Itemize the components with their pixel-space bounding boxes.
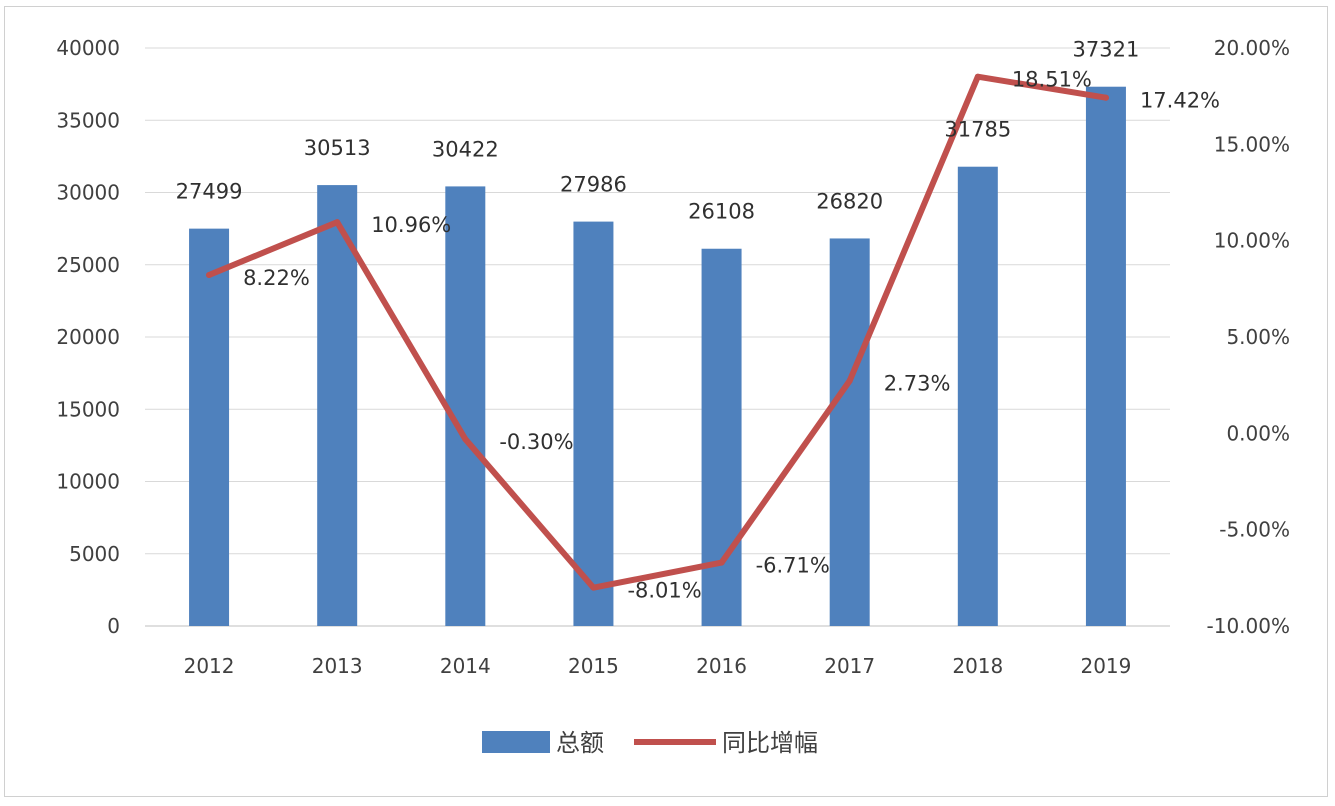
left-y-axis: 0 5000 10000 15000 20000 25000 30000 35000 40000 bbox=[56, 36, 120, 638]
line-value-label: 17.42% bbox=[1140, 89, 1220, 113]
right-tick-label: 15.00% bbox=[1214, 132, 1290, 156]
line-value-label: -0.30% bbox=[499, 430, 573, 454]
bar bbox=[573, 221, 614, 626]
x-tick-label: 2013 bbox=[312, 654, 363, 678]
left-tick-label: 40000 bbox=[56, 36, 120, 60]
bar bbox=[701, 248, 742, 627]
left-tick-label: 30000 bbox=[56, 181, 120, 205]
bar-value-label: 30513 bbox=[304, 136, 371, 160]
line-point bbox=[974, 73, 981, 80]
legend-swatch-bar bbox=[482, 731, 550, 753]
bar-value-label: 26820 bbox=[816, 189, 883, 213]
left-tick-label: 0 bbox=[107, 614, 120, 638]
x-tick-label: 2012 bbox=[184, 654, 235, 678]
line-value-label: 8.22% bbox=[243, 266, 310, 290]
bar-value-label: 26108 bbox=[688, 200, 755, 224]
line-point bbox=[590, 584, 597, 591]
line-point bbox=[334, 219, 341, 226]
x-tick-label: 2019 bbox=[1080, 654, 1131, 678]
right-tick-label: 20.00% bbox=[1214, 36, 1290, 60]
bar-series bbox=[189, 86, 1126, 627]
line-point bbox=[462, 436, 469, 443]
right-y-axis: -10.00% -5.00% 0.00% 5.00% 10.00% 15.00% 20.00… bbox=[1207, 36, 1290, 638]
bar bbox=[189, 228, 230, 626]
bar-data-labels: 27499 30513 30422 27986 26108 26820 31785 37321 bbox=[176, 38, 1140, 224]
bar bbox=[1085, 86, 1126, 626]
bar bbox=[445, 186, 486, 626]
left-tick-label: 35000 bbox=[56, 108, 120, 132]
x-axis: 2012 2013 2014 2015 2016 2017 2018 2019 bbox=[184, 654, 1132, 678]
x-tick-label: 2018 bbox=[952, 654, 1003, 678]
x-tick-label: 2016 bbox=[696, 654, 747, 678]
right-tick-label: 10.00% bbox=[1214, 229, 1290, 253]
bar bbox=[829, 238, 870, 627]
bar-value-label: 31785 bbox=[944, 118, 1011, 142]
legend: 总额 同比增幅 bbox=[482, 729, 818, 757]
right-tick-label: -5.00% bbox=[1219, 518, 1290, 542]
left-tick-label: 25000 bbox=[56, 253, 120, 277]
gridlines bbox=[145, 47, 1170, 627]
legend-label-line: 同比增幅 bbox=[722, 729, 818, 757]
bar-value-label: 27499 bbox=[176, 180, 243, 204]
x-tick-label: 2015 bbox=[568, 654, 619, 678]
line-value-label: 2.73% bbox=[884, 372, 951, 396]
line-data-labels: 8.22% 10.96% -0.30% -8.01% -6.71% 2.73% 18.51%… bbox=[243, 68, 1220, 603]
left-tick-label: 5000 bbox=[69, 542, 120, 566]
line-value-label: -8.01% bbox=[627, 579, 701, 603]
right-tick-label: 5.00% bbox=[1226, 325, 1290, 349]
bar-value-label: 30422 bbox=[432, 137, 499, 161]
line-series bbox=[206, 73, 1109, 591]
line-point bbox=[206, 271, 213, 278]
right-tick-label: 0.00% bbox=[1226, 421, 1290, 445]
bar-value-label: 27986 bbox=[560, 173, 627, 197]
bar bbox=[957, 166, 998, 626]
left-tick-label: 15000 bbox=[56, 397, 120, 421]
bar bbox=[317, 185, 358, 626]
line-point bbox=[718, 559, 725, 566]
line-value-label: 10.96% bbox=[371, 213, 451, 237]
line-value-label: -6.71% bbox=[756, 554, 830, 578]
growth-line bbox=[206, 73, 1109, 591]
left-tick-label: 20000 bbox=[56, 325, 120, 349]
x-tick-label: 2014 bbox=[440, 654, 491, 678]
line-value-label: 18.51% bbox=[1012, 68, 1092, 92]
x-tick-label: 2017 bbox=[824, 654, 875, 678]
legend-label-bar: 总额 bbox=[556, 729, 604, 757]
line-point bbox=[1102, 94, 1109, 101]
line-point bbox=[846, 377, 853, 384]
left-tick-label: 10000 bbox=[56, 470, 120, 494]
bar-value-label: 37321 bbox=[1073, 38, 1140, 62]
right-tick-label: -10.00% bbox=[1207, 614, 1290, 638]
